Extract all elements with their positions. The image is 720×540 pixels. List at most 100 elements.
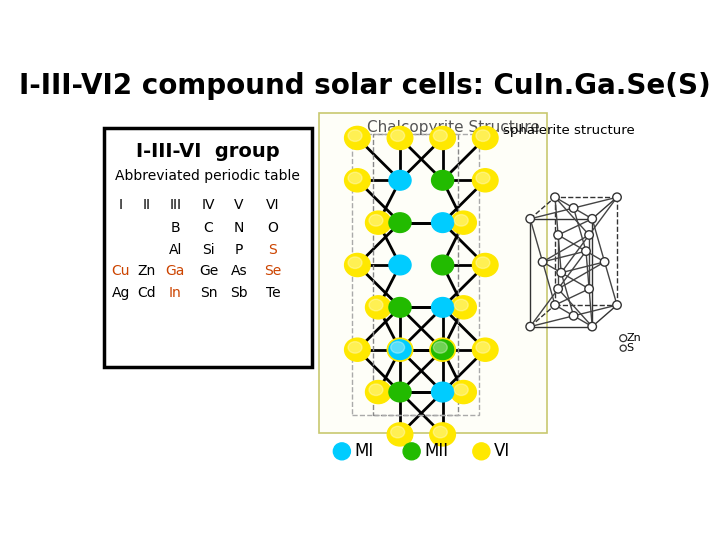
Bar (319, 113, 547, 433)
Ellipse shape (391, 130, 405, 141)
Text: In: In (169, 286, 181, 300)
Text: C: C (204, 221, 213, 235)
Ellipse shape (433, 130, 447, 141)
Text: Al: Al (168, 242, 182, 256)
Text: Chalcopyrite Structure: Chalcopyrite Structure (367, 120, 540, 136)
Ellipse shape (430, 423, 456, 446)
Ellipse shape (454, 214, 468, 226)
Ellipse shape (472, 253, 498, 276)
Circle shape (551, 301, 559, 309)
Circle shape (554, 285, 562, 293)
Ellipse shape (431, 213, 454, 232)
Text: I-III-VI  group: I-III-VI group (136, 141, 279, 160)
Text: B: B (171, 221, 180, 235)
Ellipse shape (431, 340, 454, 360)
Ellipse shape (389, 171, 411, 190)
Text: Si: Si (202, 242, 215, 256)
Bar (352, 134, 479, 415)
Ellipse shape (454, 299, 468, 311)
Circle shape (600, 258, 609, 266)
Text: MII: MII (424, 442, 448, 460)
Text: As: As (230, 264, 247, 278)
Text: III: III (169, 198, 181, 212)
Text: II: II (143, 198, 150, 212)
Ellipse shape (451, 296, 477, 319)
Circle shape (613, 301, 621, 309)
Circle shape (585, 285, 593, 293)
Circle shape (582, 247, 590, 255)
Text: P: P (235, 242, 243, 256)
Ellipse shape (389, 382, 411, 402)
Ellipse shape (389, 298, 411, 317)
Ellipse shape (431, 298, 454, 317)
Text: I: I (119, 198, 123, 212)
Text: IV: IV (202, 198, 215, 212)
Ellipse shape (451, 211, 477, 234)
Text: VI: VI (494, 442, 510, 460)
Ellipse shape (433, 342, 447, 353)
Ellipse shape (472, 338, 498, 361)
Text: Ge: Ge (199, 264, 218, 278)
Ellipse shape (369, 299, 383, 311)
Circle shape (551, 193, 559, 201)
Circle shape (585, 231, 593, 239)
Ellipse shape (366, 211, 391, 234)
Circle shape (620, 345, 626, 351)
Text: S: S (626, 343, 634, 353)
Ellipse shape (391, 426, 405, 438)
Ellipse shape (387, 126, 413, 150)
Text: Ga: Ga (166, 264, 185, 278)
Ellipse shape (345, 126, 370, 150)
Ellipse shape (454, 384, 468, 395)
Text: sphalerite structure: sphalerite structure (503, 124, 635, 137)
Ellipse shape (430, 338, 456, 361)
Ellipse shape (369, 214, 383, 226)
Circle shape (613, 193, 621, 201)
Text: Cu: Cu (112, 264, 130, 278)
Ellipse shape (387, 423, 413, 446)
Text: Ag: Ag (112, 286, 130, 300)
Bar (373, 134, 458, 415)
Ellipse shape (391, 342, 405, 353)
Ellipse shape (345, 253, 370, 276)
Ellipse shape (348, 130, 362, 141)
Ellipse shape (345, 168, 370, 192)
Circle shape (473, 443, 490, 460)
Ellipse shape (345, 338, 370, 361)
Ellipse shape (430, 126, 456, 150)
Ellipse shape (451, 381, 477, 403)
Ellipse shape (389, 340, 411, 360)
Text: S: S (269, 242, 277, 256)
Ellipse shape (472, 168, 498, 192)
Ellipse shape (348, 172, 362, 184)
Circle shape (539, 258, 547, 266)
Text: O: O (267, 221, 279, 235)
Ellipse shape (366, 296, 391, 319)
Ellipse shape (348, 257, 362, 268)
Ellipse shape (389, 255, 411, 275)
Ellipse shape (369, 384, 383, 395)
Ellipse shape (387, 338, 413, 361)
Circle shape (570, 204, 578, 212)
Text: Se: Se (264, 264, 282, 278)
Circle shape (588, 322, 596, 331)
Ellipse shape (476, 342, 490, 353)
Text: I-III-VI2 compound solar cells: CuIn.Ga.Se(S⦿: I-III-VI2 compound solar cells: CuIn.Ga.… (354, 83, 384, 85)
Circle shape (333, 443, 351, 460)
Ellipse shape (433, 426, 447, 438)
Bar (104, 128, 312, 367)
Text: Zn: Zn (626, 333, 641, 343)
Text: Te: Te (266, 286, 280, 300)
Text: Cd: Cd (138, 286, 156, 300)
Text: V: V (234, 198, 243, 212)
Circle shape (570, 312, 578, 320)
Ellipse shape (431, 382, 454, 402)
Text: Sn: Sn (200, 286, 217, 300)
Ellipse shape (389, 213, 411, 232)
Text: N: N (233, 221, 244, 235)
Text: Abbreviated periodic table: Abbreviated periodic table (114, 168, 300, 183)
Text: I-III-VI2 compound solar cells: CuIn.Ga.Se(S): I-III-VI2 compound solar cells: CuIn.Ga.… (19, 72, 711, 100)
Ellipse shape (476, 130, 490, 141)
Ellipse shape (431, 171, 454, 190)
Ellipse shape (431, 255, 454, 275)
